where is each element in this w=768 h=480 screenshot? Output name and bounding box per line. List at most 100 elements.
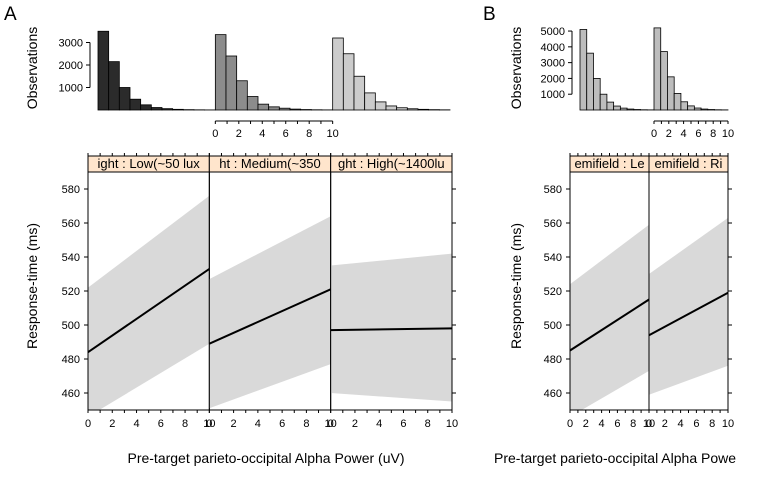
y-tick-label: 520 [544, 286, 562, 298]
hist-x-tick-label: 10 [327, 128, 339, 140]
y-tick-label: 460 [62, 388, 80, 400]
line-ylabel-a: Response-time (ms) [24, 223, 40, 349]
histogram-bar [417, 108, 430, 111]
x-tick-label: 4 [678, 418, 684, 430]
histogram-bar [626, 108, 635, 111]
y-tick-label: 540 [62, 252, 80, 264]
histogram-bar [278, 107, 291, 111]
x-tick-label: 10 [203, 418, 215, 430]
histogram-bar [406, 108, 419, 111]
histogram-bar [140, 104, 152, 111]
x-tick-label: 0 [206, 418, 212, 430]
hist-y-tick-label: 2000 [59, 60, 83, 72]
histogram-bar [246, 96, 259, 111]
fit-line [570, 298, 649, 352]
histogram-bar [172, 108, 184, 111]
histogram-bar [586, 52, 594, 111]
facet-strip-label: emifield : Le [574, 156, 644, 171]
fit-line [649, 291, 728, 337]
histogram-bar [653, 27, 662, 111]
histogram-bar [579, 29, 588, 111]
x-tick-label: 10 [325, 418, 337, 430]
y-tick-label: 560 [544, 218, 562, 230]
histogram-bar [680, 101, 689, 111]
hist-x-tick-label: 0 [212, 128, 218, 140]
hist-x-tick-label: 4 [681, 128, 687, 140]
histogram-bar [700, 108, 709, 111]
facet-strip-label: ght : High(~1400lu [338, 156, 445, 171]
hist-ylabel-a: Observations [24, 27, 40, 109]
x-tick-label: 2 [109, 418, 115, 430]
line-ylabel-b: Response-time (ms) [508, 223, 524, 349]
histogram-bar [214, 34, 227, 111]
hist-x-tick-label: 6 [283, 128, 289, 140]
hist-y-tick-label: 3000 [541, 58, 565, 70]
line-xlabel-a: Pre-target parieto-occipital Alpha Power… [127, 450, 404, 466]
hist-y-tick-label: 1000 [541, 89, 565, 101]
histogram-bar [667, 76, 675, 111]
hist-y-tick-label: 4000 [541, 42, 565, 54]
confidence-band [570, 224, 649, 410]
x-tick-label: 10 [643, 418, 655, 430]
x-tick-label: 10 [446, 418, 458, 430]
histogram-panel-b: 1000 2000 3000 4000 5000 0 2 4 6 8 10 [541, 26, 735, 140]
x-tick-label: 8 [303, 418, 309, 430]
x-tick-label: 8 [709, 418, 715, 430]
histogram-bar [385, 105, 398, 111]
fit-line [209, 288, 331, 345]
x-tick-label: 0 [567, 418, 573, 430]
histogram-bar [268, 106, 280, 111]
y-tick-label: 480 [62, 354, 80, 366]
regression-panel-a: ight : Low(~50 lux 0 2 4 6 8 10 ht : Medium(~35… [62, 153, 458, 430]
histogram-bar [593, 78, 601, 111]
histogram-bar [673, 93, 682, 111]
x-tick-label: 8 [630, 418, 636, 430]
histogram-bar [161, 108, 174, 111]
histogram-bar [150, 107, 163, 111]
x-tick-label: 6 [614, 418, 620, 430]
histogram-bar [129, 98, 142, 111]
hist-x-tick-label: 10 [722, 128, 734, 140]
y-tick-label: 520 [62, 286, 80, 298]
y-tick-label: 460 [544, 388, 562, 400]
x-tick-label: 8 [182, 418, 188, 430]
x-tick-label: 6 [693, 418, 699, 430]
y-tick-label: 560 [62, 218, 80, 230]
facet-strip-label: ight : Low(~50 lux [98, 156, 201, 171]
x-tick-label: 0 [328, 418, 334, 430]
x-tick-label: 8 [425, 418, 431, 430]
histogram-bar [693, 107, 702, 111]
histogram-bar [396, 107, 408, 111]
x-tick-label: 0 [646, 418, 652, 430]
fit-line [330, 327, 452, 332]
hist-x-tick-label: 0 [651, 128, 657, 140]
confidence-band [330, 253, 452, 402]
x-tick-label: 2 [352, 418, 358, 430]
facet-strip-label: emifield : Ri [655, 156, 723, 171]
histogram-bar [118, 87, 131, 111]
histogram-bar [225, 55, 238, 111]
histogram-bar [374, 101, 387, 111]
x-tick-label: 0 [85, 418, 91, 430]
x-tick-label: 2 [583, 418, 589, 430]
histogram-bar [289, 108, 302, 111]
hist-x-tick-label: 8 [710, 128, 716, 140]
y-tick-label: 500 [62, 320, 80, 332]
y-tick-label: 540 [544, 252, 562, 264]
x-tick-label: 2 [662, 418, 668, 430]
x-tick-label: 4 [376, 418, 382, 430]
histogram-bar [606, 101, 615, 111]
confidence-band [88, 195, 210, 410]
facet-strip-label: ht : Medium(~350 [219, 156, 321, 171]
x-tick-label: 4 [599, 418, 605, 430]
histogram-bar [257, 103, 270, 111]
hist-y-tick-label: 5000 [541, 26, 565, 38]
histogram-bar [332, 37, 344, 111]
histogram-bar [97, 30, 110, 111]
x-tick-label: 4 [255, 418, 261, 430]
hist-y-tick-label: 3000 [59, 38, 83, 50]
y-tick-label: 480 [544, 354, 562, 366]
hist-x-tick-label: 4 [259, 128, 265, 140]
line-xlabel-b: Pre-target parieto-occipital Alpha Powe [494, 450, 736, 466]
histogram-bar [619, 107, 628, 111]
